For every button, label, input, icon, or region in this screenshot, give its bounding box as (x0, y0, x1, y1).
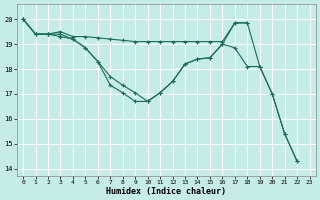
X-axis label: Humidex (Indice chaleur): Humidex (Indice chaleur) (106, 187, 226, 196)
